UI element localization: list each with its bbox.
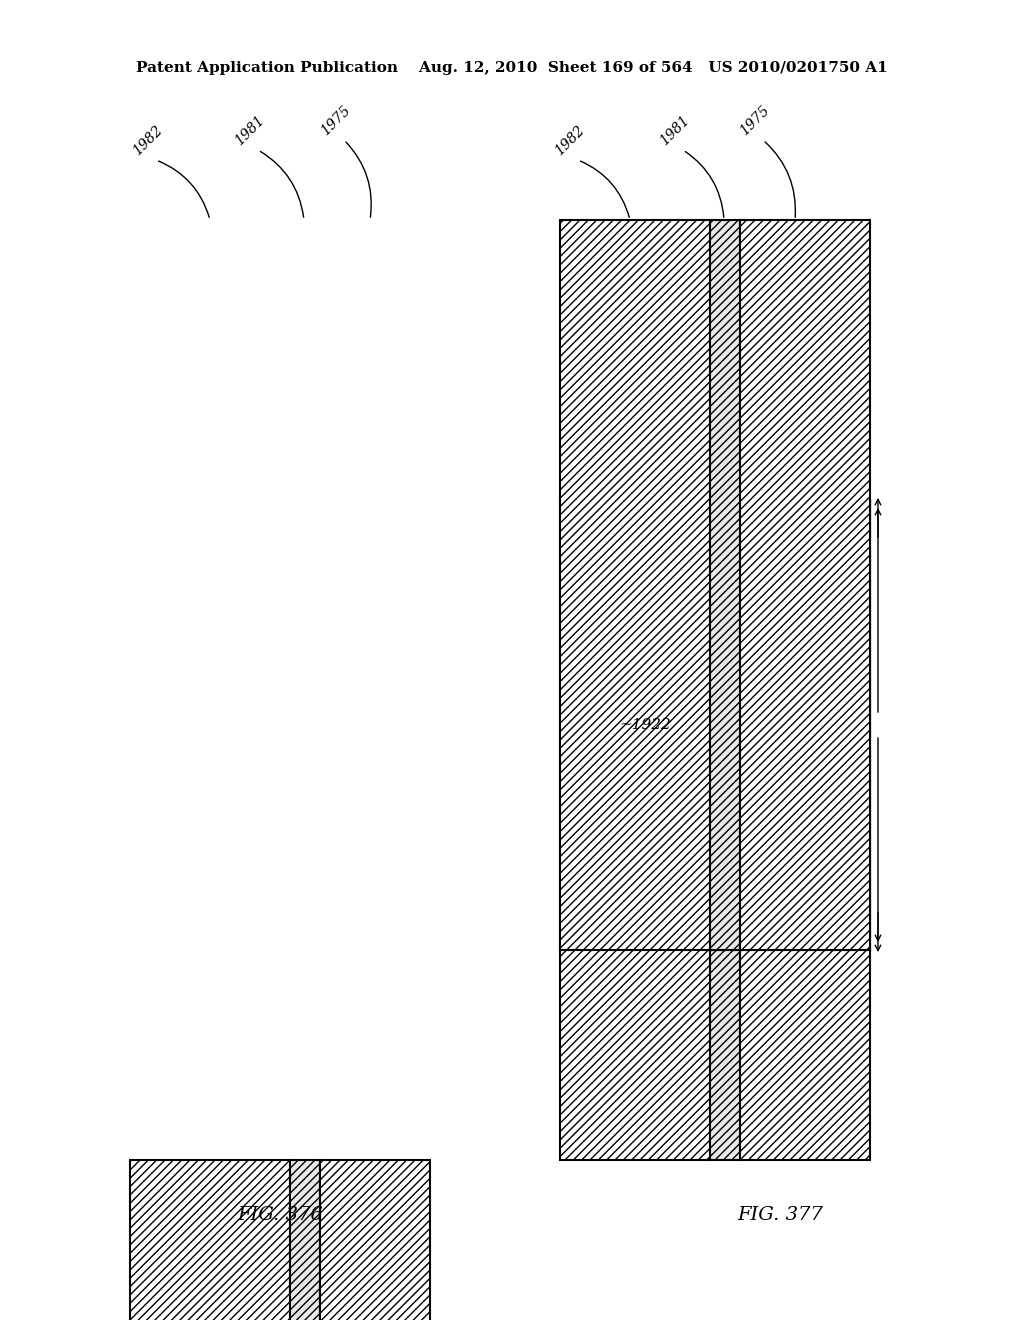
Text: 1975: 1975 — [737, 103, 772, 139]
Bar — [560, 500, 710, 1160]
Bar — [740, 500, 870, 1160]
Text: 1975: 1975 — [318, 103, 353, 139]
Text: 1981: 1981 — [657, 114, 692, 148]
Text: ~1922: ~1922 — [620, 718, 671, 733]
Text: 1982: 1982 — [553, 123, 588, 158]
Bar — [319, 1160, 430, 1320]
Bar — [130, 1160, 290, 1320]
Bar — [710, 500, 740, 950]
Text: 1982: 1982 — [130, 123, 166, 158]
Bar — [560, 220, 710, 950]
Bar — [710, 500, 740, 1160]
Text: FIG. 377: FIG. 377 — [737, 1206, 823, 1224]
Text: Patent Application Publication    Aug. 12, 2010  Sheet 169 of 564   US 2010/0201: Patent Application Publication Aug. 12, … — [136, 61, 888, 75]
Bar — [740, 500, 870, 950]
Bar — [290, 1160, 319, 1320]
Text: 1981: 1981 — [232, 114, 267, 148]
Bar — [710, 220, 740, 950]
Bar — [740, 220, 870, 950]
Text: FIG. 376: FIG. 376 — [238, 1206, 323, 1224]
